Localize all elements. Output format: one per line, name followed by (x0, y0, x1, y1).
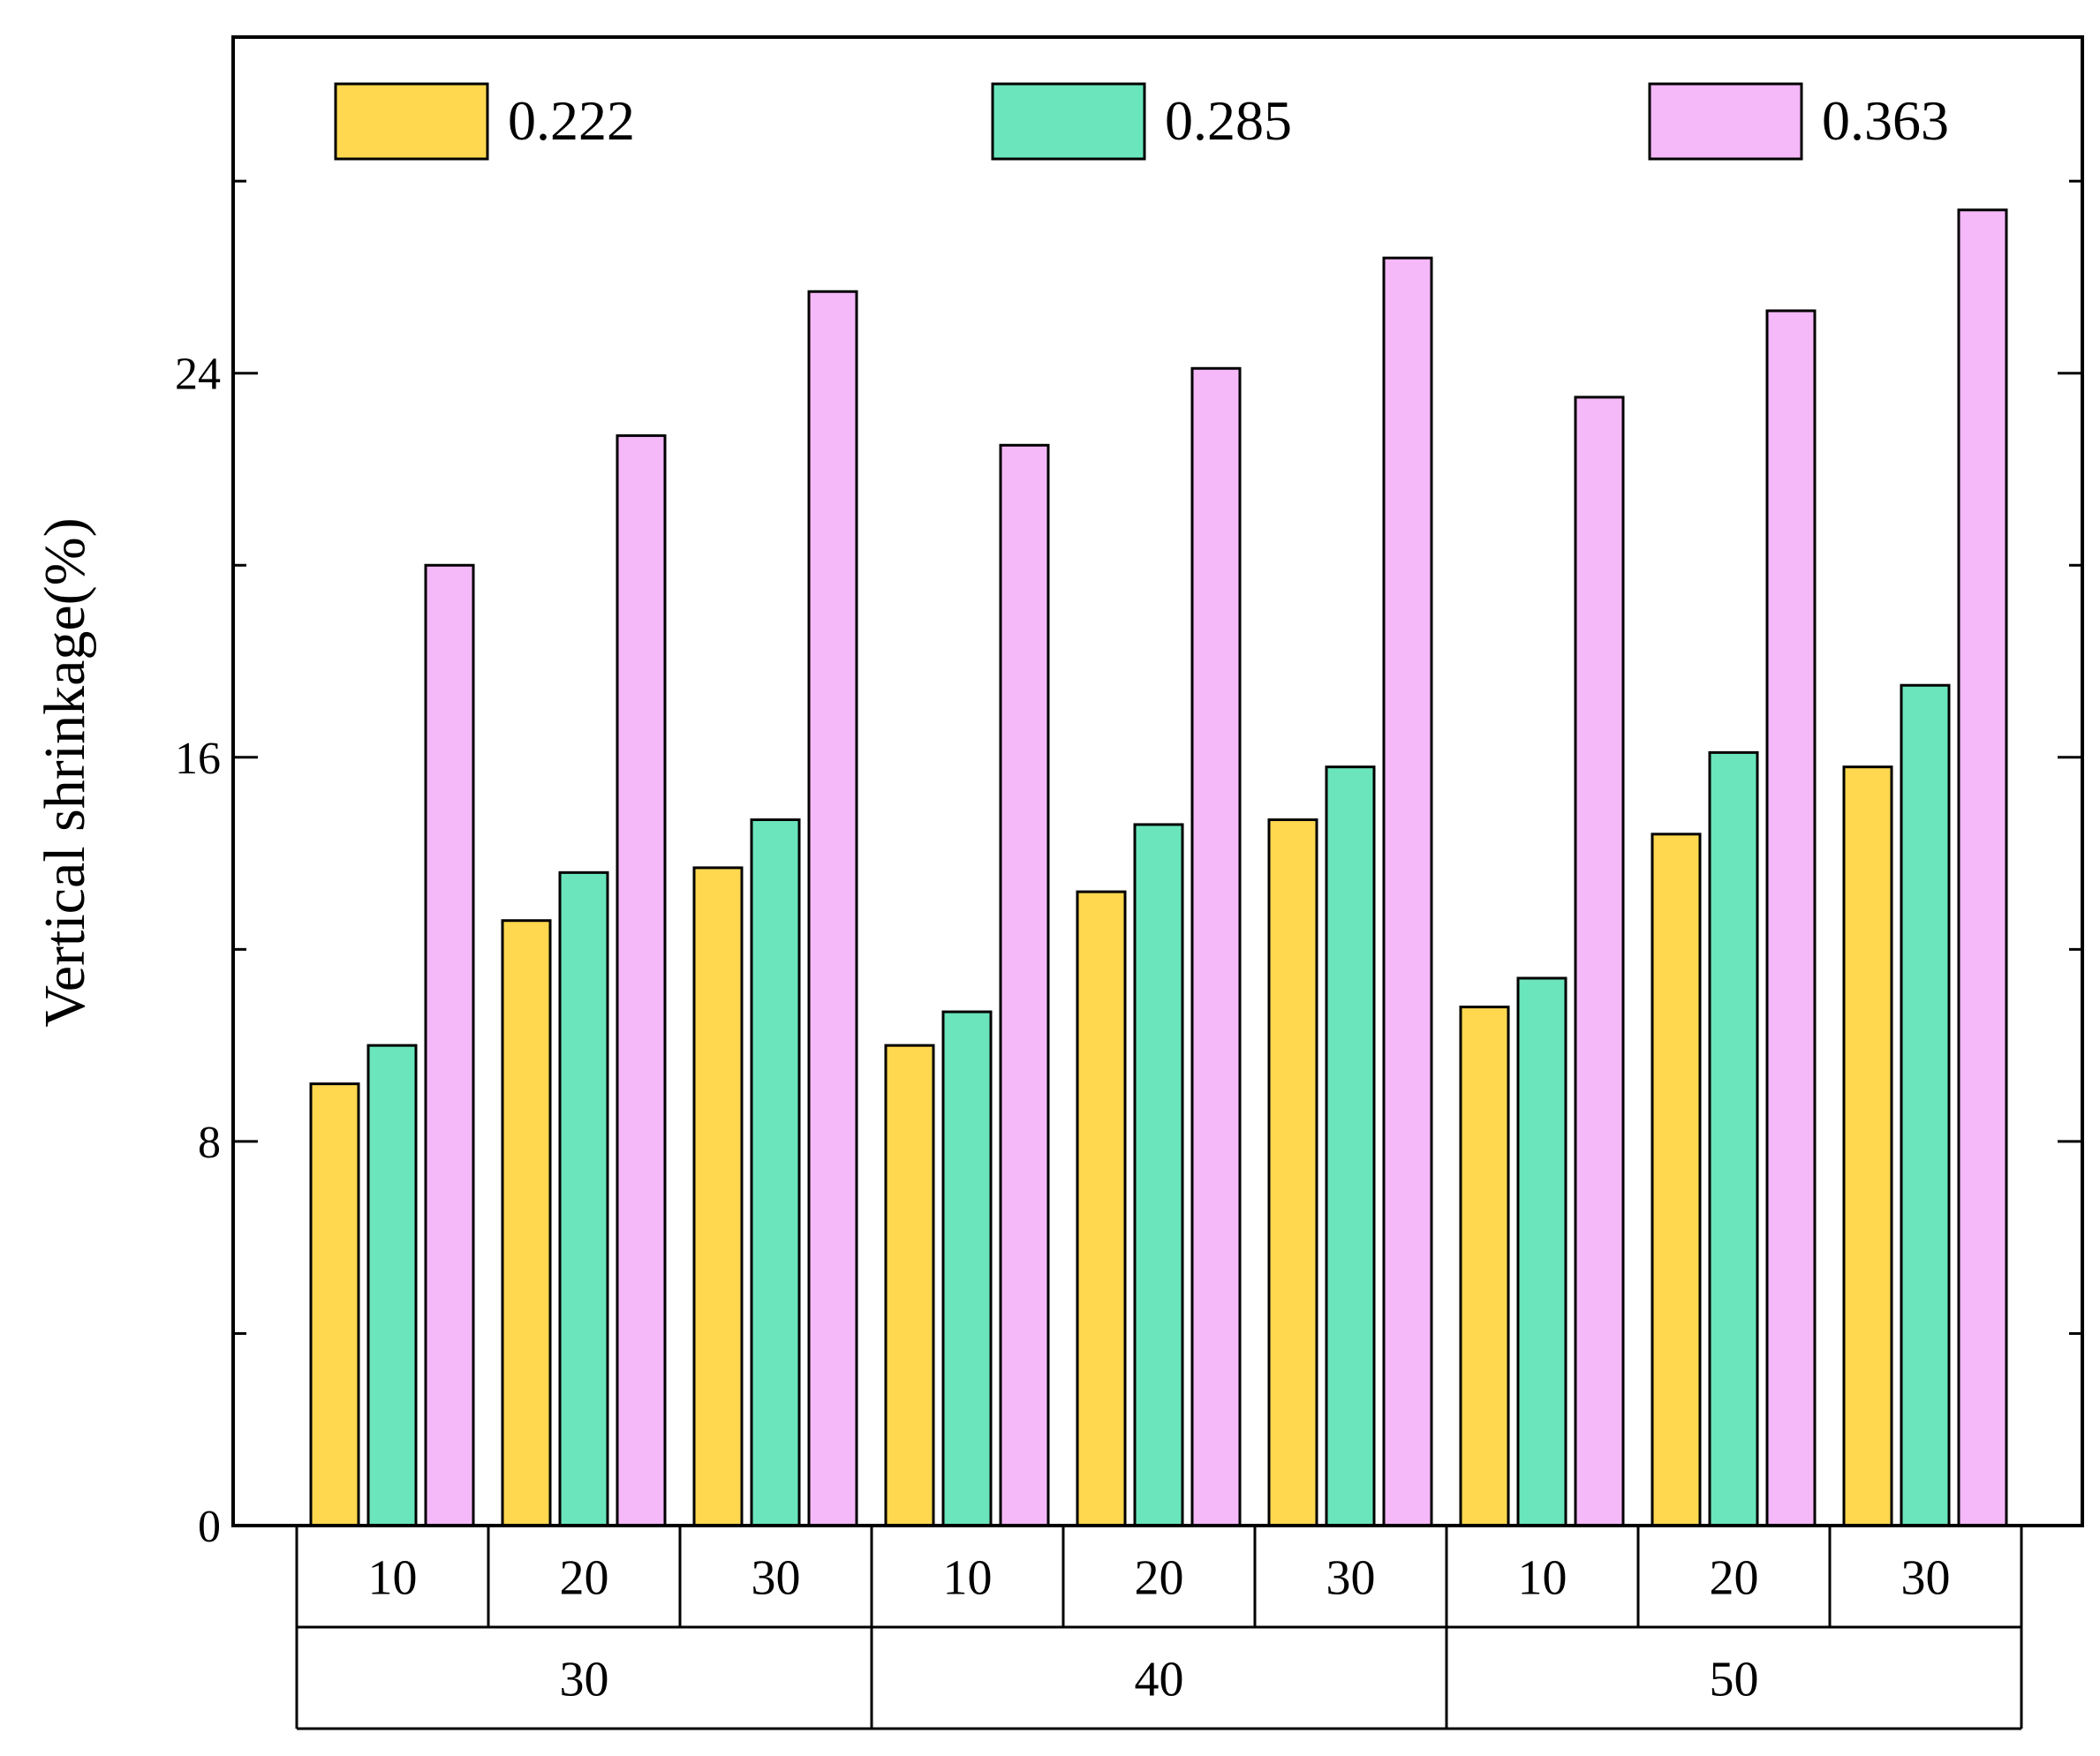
legend-label-0.222: 0.222 (508, 89, 635, 152)
bar-series-0.285-cat-4 (1133, 823, 1184, 1527)
x-tick-label: 20 (560, 1551, 609, 1606)
bar-series-0.363-cat-5 (1382, 256, 1433, 1527)
x-tick-label: 30 (1901, 1551, 1951, 1606)
bar-series-0.285-cat-1 (558, 870, 609, 1527)
bars-layer (309, 208, 2008, 1527)
y-tick-label: 24 (175, 350, 221, 400)
x-tick-label: 10 (943, 1551, 993, 1606)
bar-series-0.222-cat-6 (1459, 1006, 1510, 1527)
bar-series-0.285-cat-5 (1325, 765, 1376, 1527)
bar-series-0.222-cat-0 (309, 1082, 360, 1527)
y-tick-label: 0 (198, 1502, 221, 1552)
bar-series-0.285-cat-3 (941, 1010, 993, 1527)
plot-frame (231, 35, 2084, 1527)
y-tick-label: 8 (198, 1118, 221, 1168)
bar-series-0.285-cat-0 (366, 1044, 418, 1527)
legend-label-0.285: 0.285 (1165, 89, 1292, 152)
bar-series-0.222-cat-3 (884, 1044, 935, 1527)
bar-series-0.363-cat-8 (1957, 208, 2008, 1527)
x-tick-label: 30 (752, 1551, 801, 1606)
bar-series-0.285-cat-2 (750, 818, 801, 1527)
bar-series-0.222-cat-4 (1076, 890, 1127, 1527)
bar-series-0.222-cat-8 (1842, 765, 1893, 1527)
x-tick-label: 20 (1135, 1551, 1184, 1606)
y-tick-label: 16 (175, 734, 221, 784)
x-group-label: 30 (560, 1653, 609, 1707)
y-axis-title: Vertical shrinkage(%) (33, 517, 97, 1027)
bar-series-0.285-cat-6 (1516, 976, 1567, 1527)
bar-series-0.363-cat-2 (807, 290, 858, 1527)
legend-swatch-0.363 (1648, 82, 1803, 161)
x-tick-label: 20 (1710, 1551, 1759, 1606)
y-axis: 0 8 16 24 (175, 179, 2082, 1552)
bar-series-0.222-cat-5 (1267, 818, 1318, 1527)
x-tick-label: 10 (1518, 1551, 1567, 1606)
bar-series-0.363-cat-0 (424, 563, 475, 1527)
category-axis-table: 10 20 30 10 20 30 10 20 30 30 40 50 (295, 1526, 2023, 1730)
legend-label-0.363: 0.363 (1822, 89, 1949, 152)
x-group-label: 50 (1710, 1653, 1759, 1707)
bar-series-0.222-cat-2 (692, 866, 744, 1527)
x-tick-label: 10 (368, 1551, 418, 1606)
bar-series-0.363-cat-7 (1765, 309, 1817, 1527)
x-tick-label: 30 (1326, 1551, 1376, 1606)
bar-series-0.222-cat-7 (1651, 833, 1702, 1527)
bar-series-0.285-cat-7 (1708, 750, 1759, 1527)
bar-series-0.363-cat-3 (999, 443, 1050, 1527)
bar-series-0.285-cat-8 (1900, 683, 1951, 1527)
bar-series-0.363-cat-6 (1574, 396, 1625, 1527)
bar-series-0.222-cat-1 (501, 919, 552, 1527)
legend: 0.222 0.285 0.363 (334, 82, 1949, 161)
bar-series-0.363-cat-4 (1190, 366, 1242, 1527)
bar-series-0.363-cat-1 (616, 433, 667, 1527)
legend-swatch-0.285 (991, 82, 1146, 161)
legend-swatch-0.222 (334, 82, 489, 161)
x-group-label: 40 (1135, 1653, 1184, 1707)
